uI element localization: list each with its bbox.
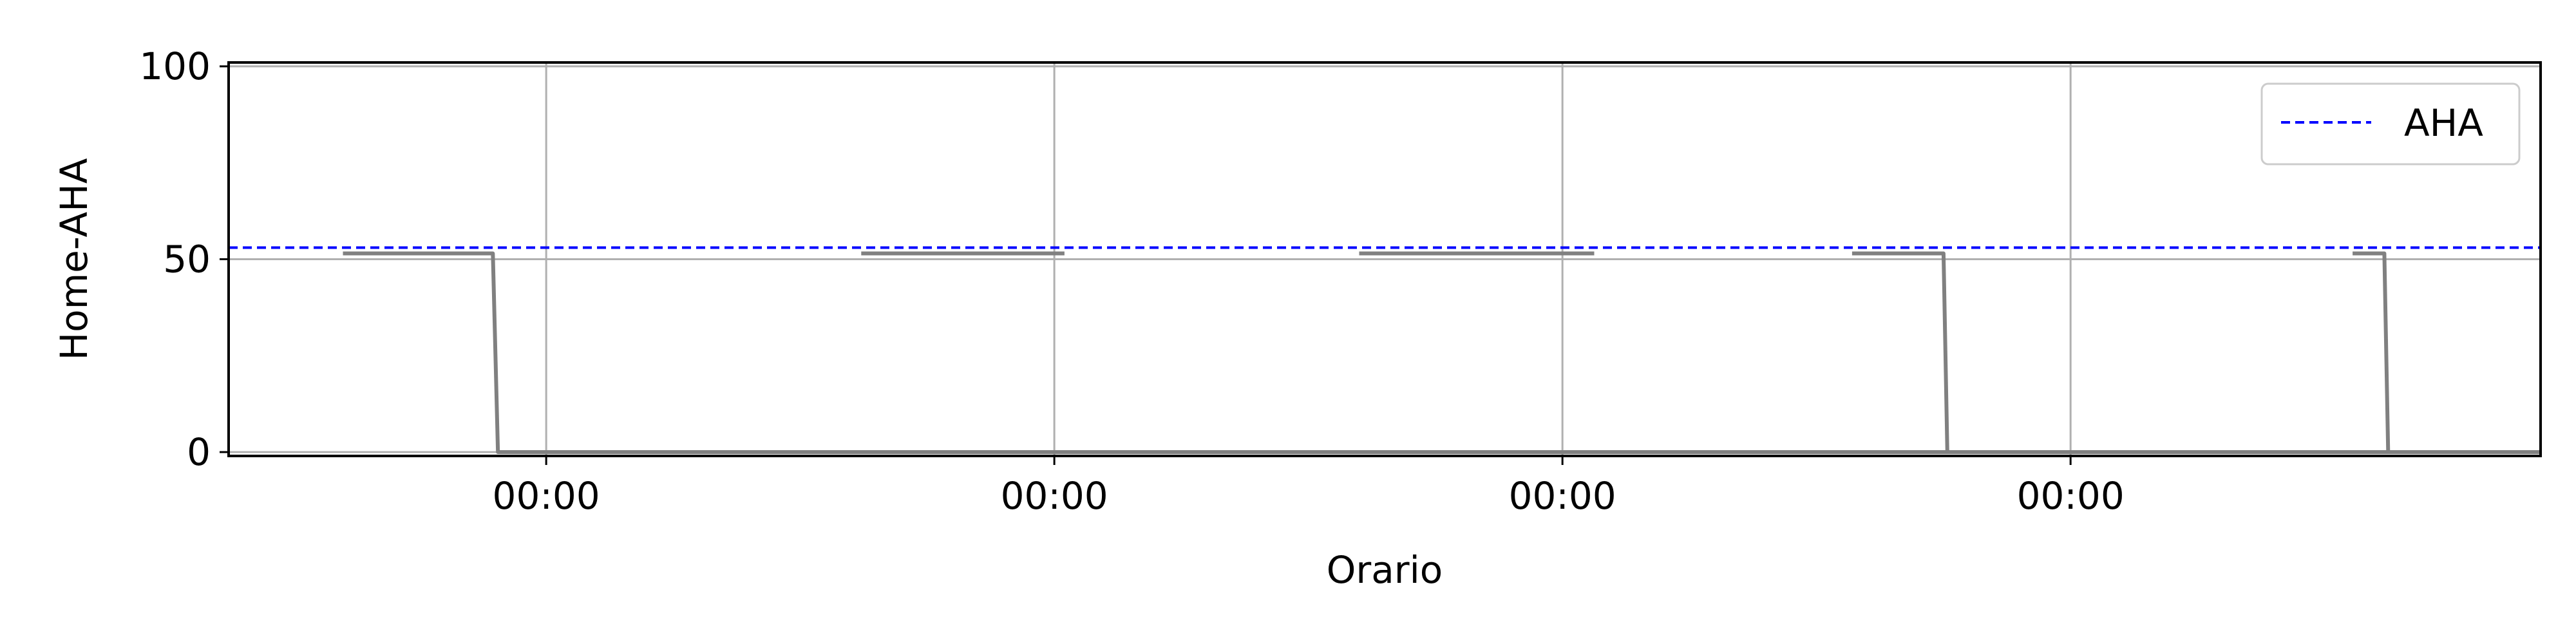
y-axis-label: Home-AHA bbox=[52, 158, 96, 360]
series-line-segment bbox=[343, 251, 2541, 454]
series-line-segment bbox=[2353, 251, 2391, 453]
legend-label-aha: AHA bbox=[2404, 101, 2483, 145]
series-line-segment bbox=[1852, 251, 1949, 453]
x-tick-label: 00:00 bbox=[2017, 474, 2125, 518]
y-tick-label: 50 bbox=[163, 238, 211, 281]
axis-ticks: 00:00 00:00 00:00 00:00 0 50 100 bbox=[139, 44, 2124, 518]
x-tick-label: 00:00 bbox=[1509, 474, 1616, 518]
x-tick-label: 00:00 bbox=[493, 474, 600, 518]
x-tick-label: 00:00 bbox=[1001, 474, 1108, 518]
legend-box bbox=[2260, 82, 2521, 166]
series-layer bbox=[229, 246, 2541, 454]
legend: AHA bbox=[2260, 82, 2521, 166]
grid bbox=[229, 62, 2541, 456]
x-axis-label: Orario bbox=[1327, 548, 1443, 592]
y-tick-label: 0 bbox=[187, 430, 211, 474]
y-tick-label: 100 bbox=[139, 44, 211, 88]
